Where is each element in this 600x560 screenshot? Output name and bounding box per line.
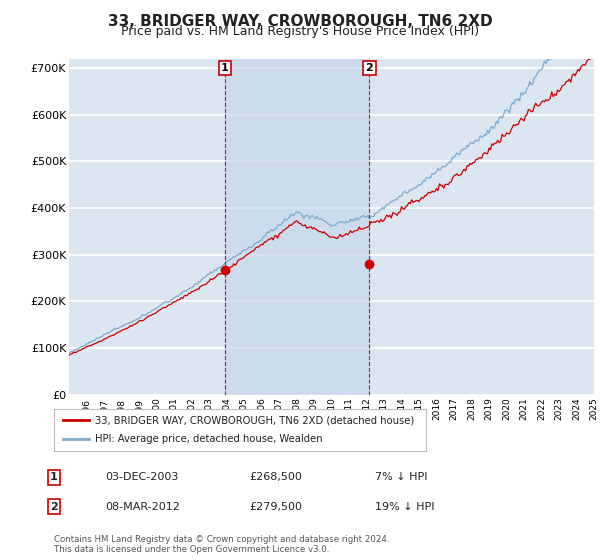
Text: 33, BRIDGER WAY, CROWBOROUGH, TN6 2XD (detached house): 33, BRIDGER WAY, CROWBOROUGH, TN6 2XD (d…: [95, 415, 414, 425]
Text: Price paid vs. HM Land Registry's House Price Index (HPI): Price paid vs. HM Land Registry's House …: [121, 25, 479, 38]
Text: 08-MAR-2012: 08-MAR-2012: [105, 502, 180, 512]
Text: 1: 1: [221, 63, 229, 73]
Text: 03-DEC-2003: 03-DEC-2003: [105, 472, 178, 482]
Text: £268,500: £268,500: [249, 472, 302, 482]
Text: 2: 2: [50, 502, 58, 512]
Text: Contains HM Land Registry data © Crown copyright and database right 2024.
This d: Contains HM Land Registry data © Crown c…: [54, 535, 389, 554]
Text: 19% ↓ HPI: 19% ↓ HPI: [375, 502, 434, 512]
Text: 2: 2: [365, 63, 373, 73]
Text: £279,500: £279,500: [249, 502, 302, 512]
Text: 33, BRIDGER WAY, CROWBOROUGH, TN6 2XD: 33, BRIDGER WAY, CROWBOROUGH, TN6 2XD: [107, 14, 493, 29]
Text: 7% ↓ HPI: 7% ↓ HPI: [375, 472, 427, 482]
Bar: [225, 59, 370, 395]
Text: HPI: Average price, detached house, Wealden: HPI: Average price, detached house, Weal…: [95, 435, 323, 445]
Text: 1: 1: [50, 472, 58, 482]
